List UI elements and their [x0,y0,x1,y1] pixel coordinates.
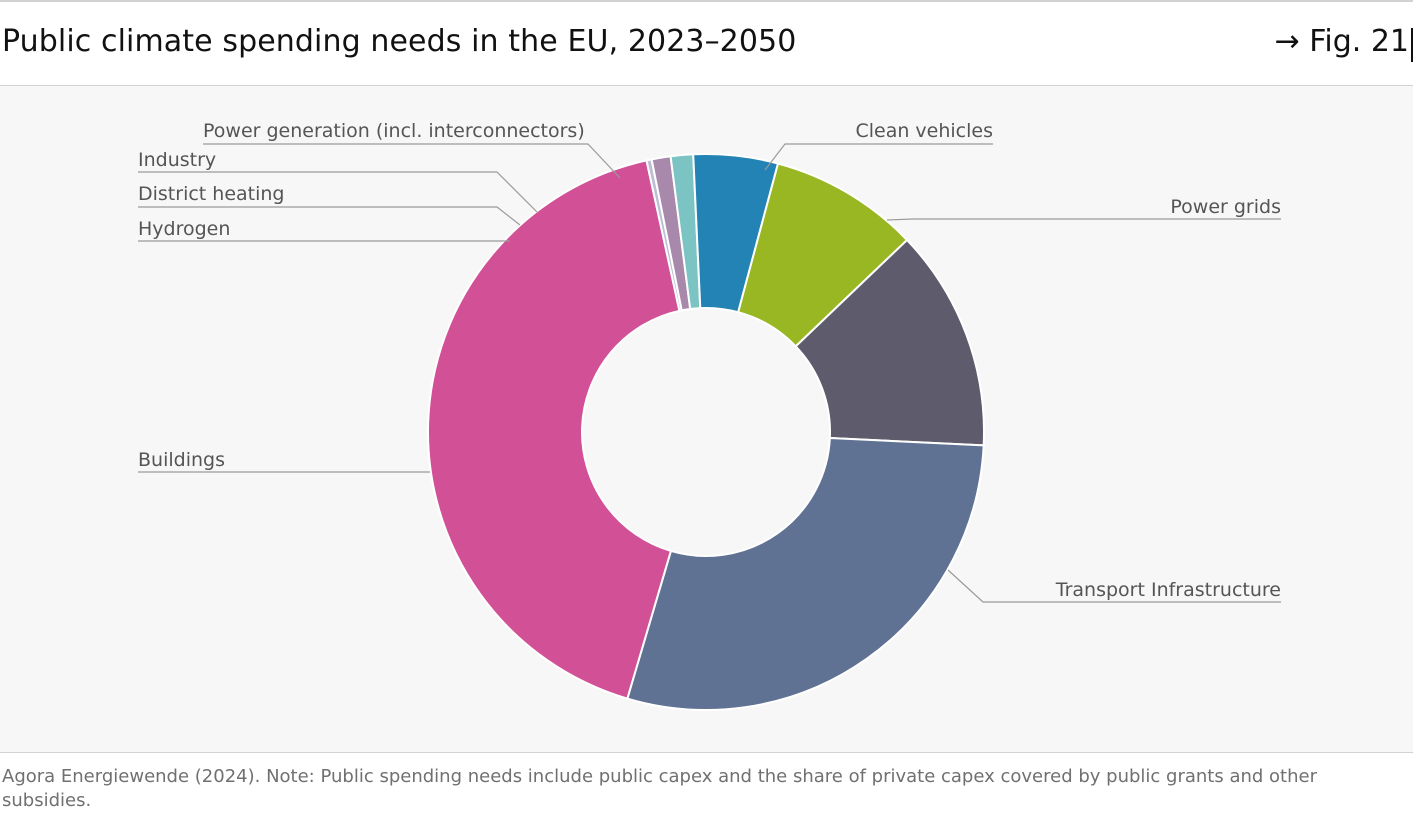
label-clean-vehicles: Clean vehicles [855,120,993,142]
leader-line-power-generation-incl-interconnectors [203,143,621,179]
top-rule [0,0,1413,2]
leader-line-district-heating [138,206,521,226]
leader-line-industry [138,171,538,213]
slice-power-generation-incl-interconnectors [692,153,779,314]
figure-reference: → Fig. 21 [1274,24,1409,59]
leader-line-transport-infrastructure [947,569,1281,603]
leader-line-power-grids [886,218,1281,221]
plot-area: Clean vehicles Power grids Transport Infra… [0,86,1413,752]
chart-title: Public climate spending needs in the EU,… [2,24,797,59]
donut-chart: Clean vehicles Power grids Transport Infra… [138,120,1281,711]
source-note: Agora Energiewende (2024). Note: Public … [2,766,1317,811]
donut-slices [427,153,985,711]
footer-rule [0,752,1413,753]
slice-power-grids [794,239,985,447]
leader-line-clean-vehicles [764,143,993,171]
label-buildings: Buildings [138,449,225,471]
label-transport-infrastructure: Transport Infrastructure [1055,579,1281,601]
chart-header: Public climate spending needs in the EU,… [0,2,1413,86]
slice-buildings [427,159,681,700]
label-industry: Industry [138,149,216,171]
label-power-generation-incl-interconnectors: Power generation (incl. interconnectors) [203,120,585,142]
slice-transport-infrastructure [626,436,985,711]
label-district-heating: District heating [138,183,285,205]
label-power-grids: Power grids [1170,196,1281,218]
slice-labels: Clean vehicles Power grids Transport Infra… [138,120,1281,603]
label-hydrogen: Hydrogen [138,218,230,240]
figure-marker-bar [1411,28,1413,62]
